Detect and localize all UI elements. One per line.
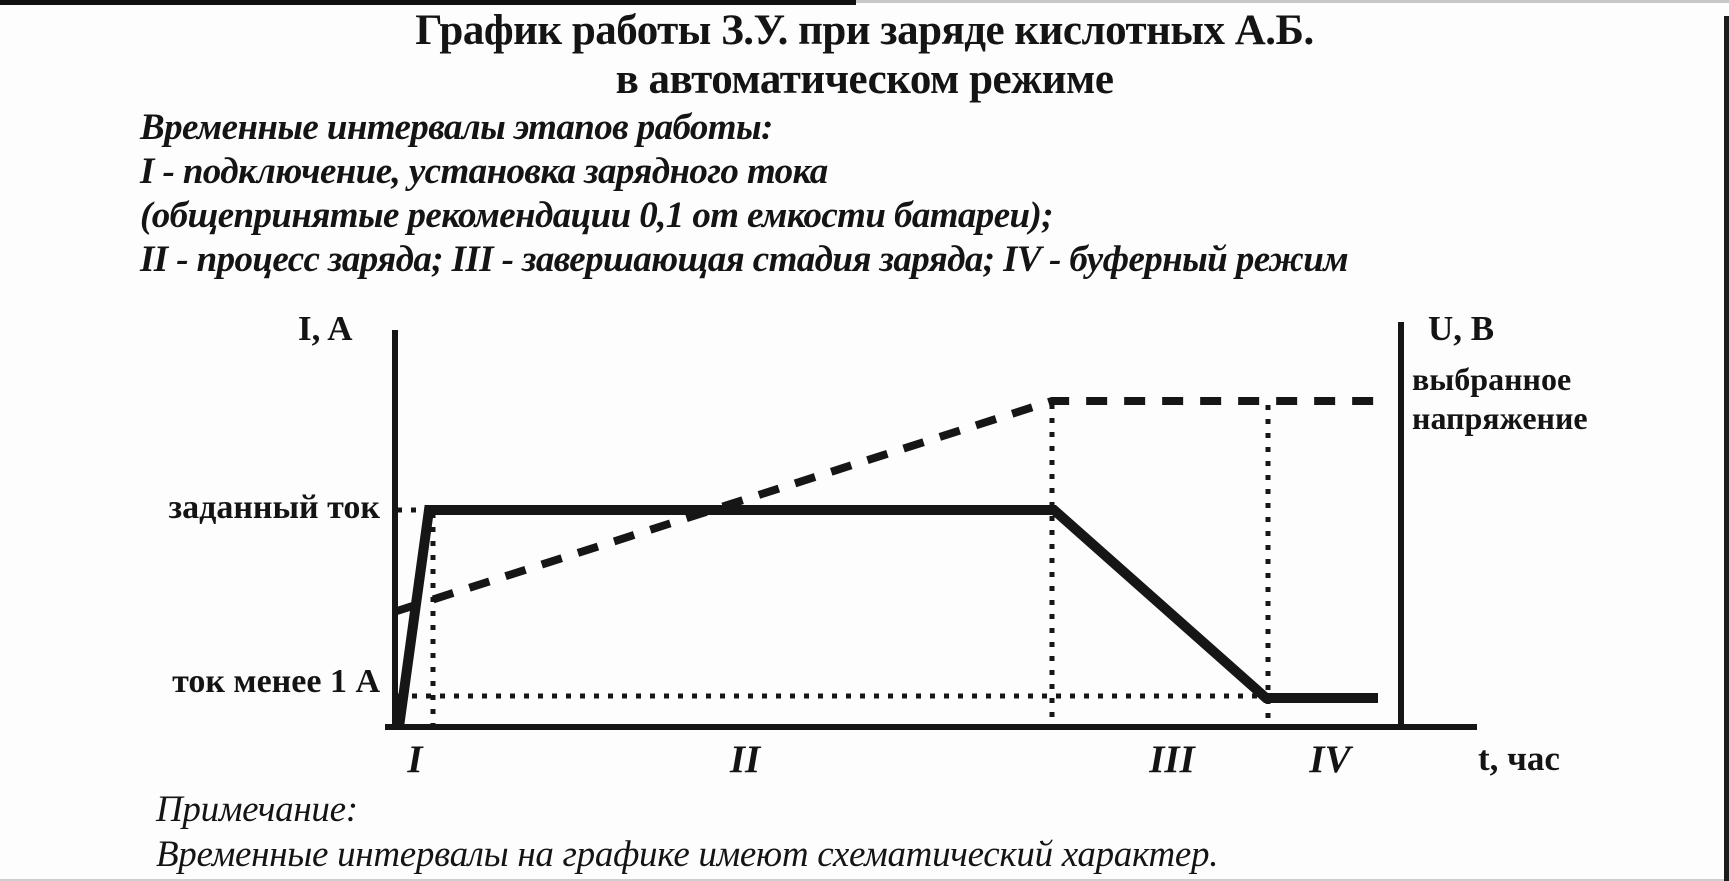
scan-border-top-left bbox=[0, 0, 856, 5]
intervals-heading: Временные интервалы этапов работы: bbox=[140, 107, 773, 148]
selected-voltage-label: выбранное напряжение bbox=[1412, 361, 1588, 436]
current-curve bbox=[394, 505, 1378, 728]
intervals-description: Временные интервалы этапов работы: I - п… bbox=[140, 106, 1620, 282]
phase-label-3: III bbox=[1149, 738, 1195, 781]
phase-label-2: II bbox=[729, 738, 761, 781]
scan-border-right bbox=[1724, 16, 1729, 881]
page-title-line-1: График работы З.У. при заряде кислотных … bbox=[415, 7, 1314, 54]
footnote-text: Временные интервалы на графике имеют схе… bbox=[156, 834, 1219, 875]
scan-border-top-right bbox=[856, 0, 1729, 3]
page-title-line-2: в автоматическом режиме bbox=[615, 56, 1114, 103]
set-current-label: заданный ток bbox=[168, 489, 380, 526]
footnote: Примечание: Временные интервалы на графи… bbox=[156, 787, 1556, 877]
intervals-2-3-4-description: II - процесс заряда; III - завершающая с… bbox=[140, 239, 1349, 280]
voltage-curve bbox=[395, 397, 1386, 615]
x-axis-label: t, час bbox=[1478, 739, 1560, 778]
phase-label-1: I bbox=[407, 738, 423, 781]
phase-label-4: IV bbox=[1309, 738, 1351, 781]
scan-border-bottom bbox=[0, 879, 1724, 881]
y-axis-right-label: U, B bbox=[1428, 309, 1495, 348]
y-axis-left-label: I, A bbox=[298, 309, 353, 348]
low-current-label: ток менее 1 А bbox=[172, 663, 380, 700]
interval-1-description: I - подключение, установка зарядного ток… bbox=[140, 151, 828, 192]
footnote-heading: Примечание: bbox=[156, 789, 358, 830]
interval-1-recommendation: (общепринятые рекомендации 0,1 от емкост… bbox=[140, 195, 1054, 236]
page-title: График работы З.У. при заряде кислотных … bbox=[0, 6, 1729, 104]
